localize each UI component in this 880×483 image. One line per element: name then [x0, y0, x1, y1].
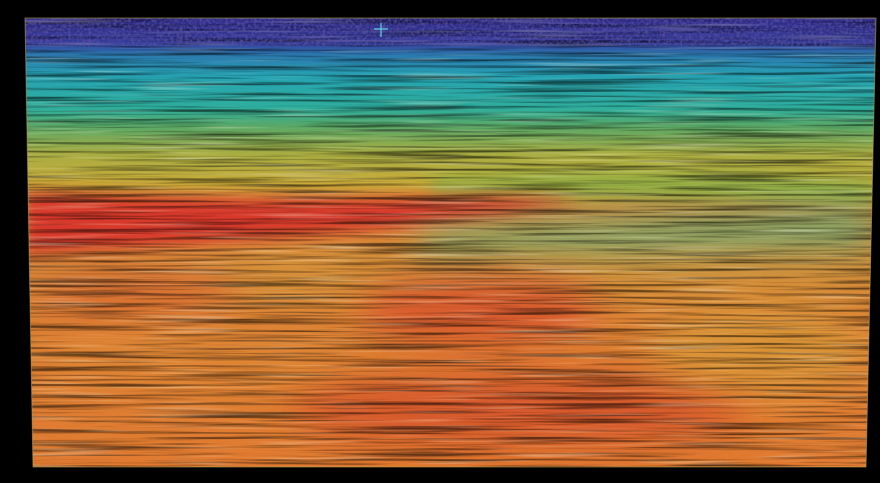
- section-image: [20, 18, 880, 470]
- noise-band: [20, 18, 880, 46]
- reflector-highlights: [20, 18, 880, 470]
- seismic-section: [0, 0, 880, 483]
- page: [0, 0, 880, 483]
